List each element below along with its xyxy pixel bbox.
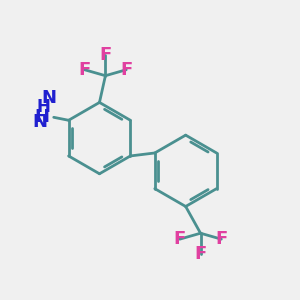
Text: H: H	[36, 98, 50, 116]
Text: F: F	[215, 230, 227, 248]
Text: F: F	[120, 61, 132, 79]
Text: F: F	[99, 46, 112, 64]
Text: F: F	[194, 245, 207, 263]
Text: N: N	[33, 113, 48, 131]
Text: N: N	[42, 89, 57, 107]
Text: H: H	[34, 108, 49, 126]
Text: F: F	[79, 61, 91, 79]
Text: F: F	[174, 230, 186, 248]
